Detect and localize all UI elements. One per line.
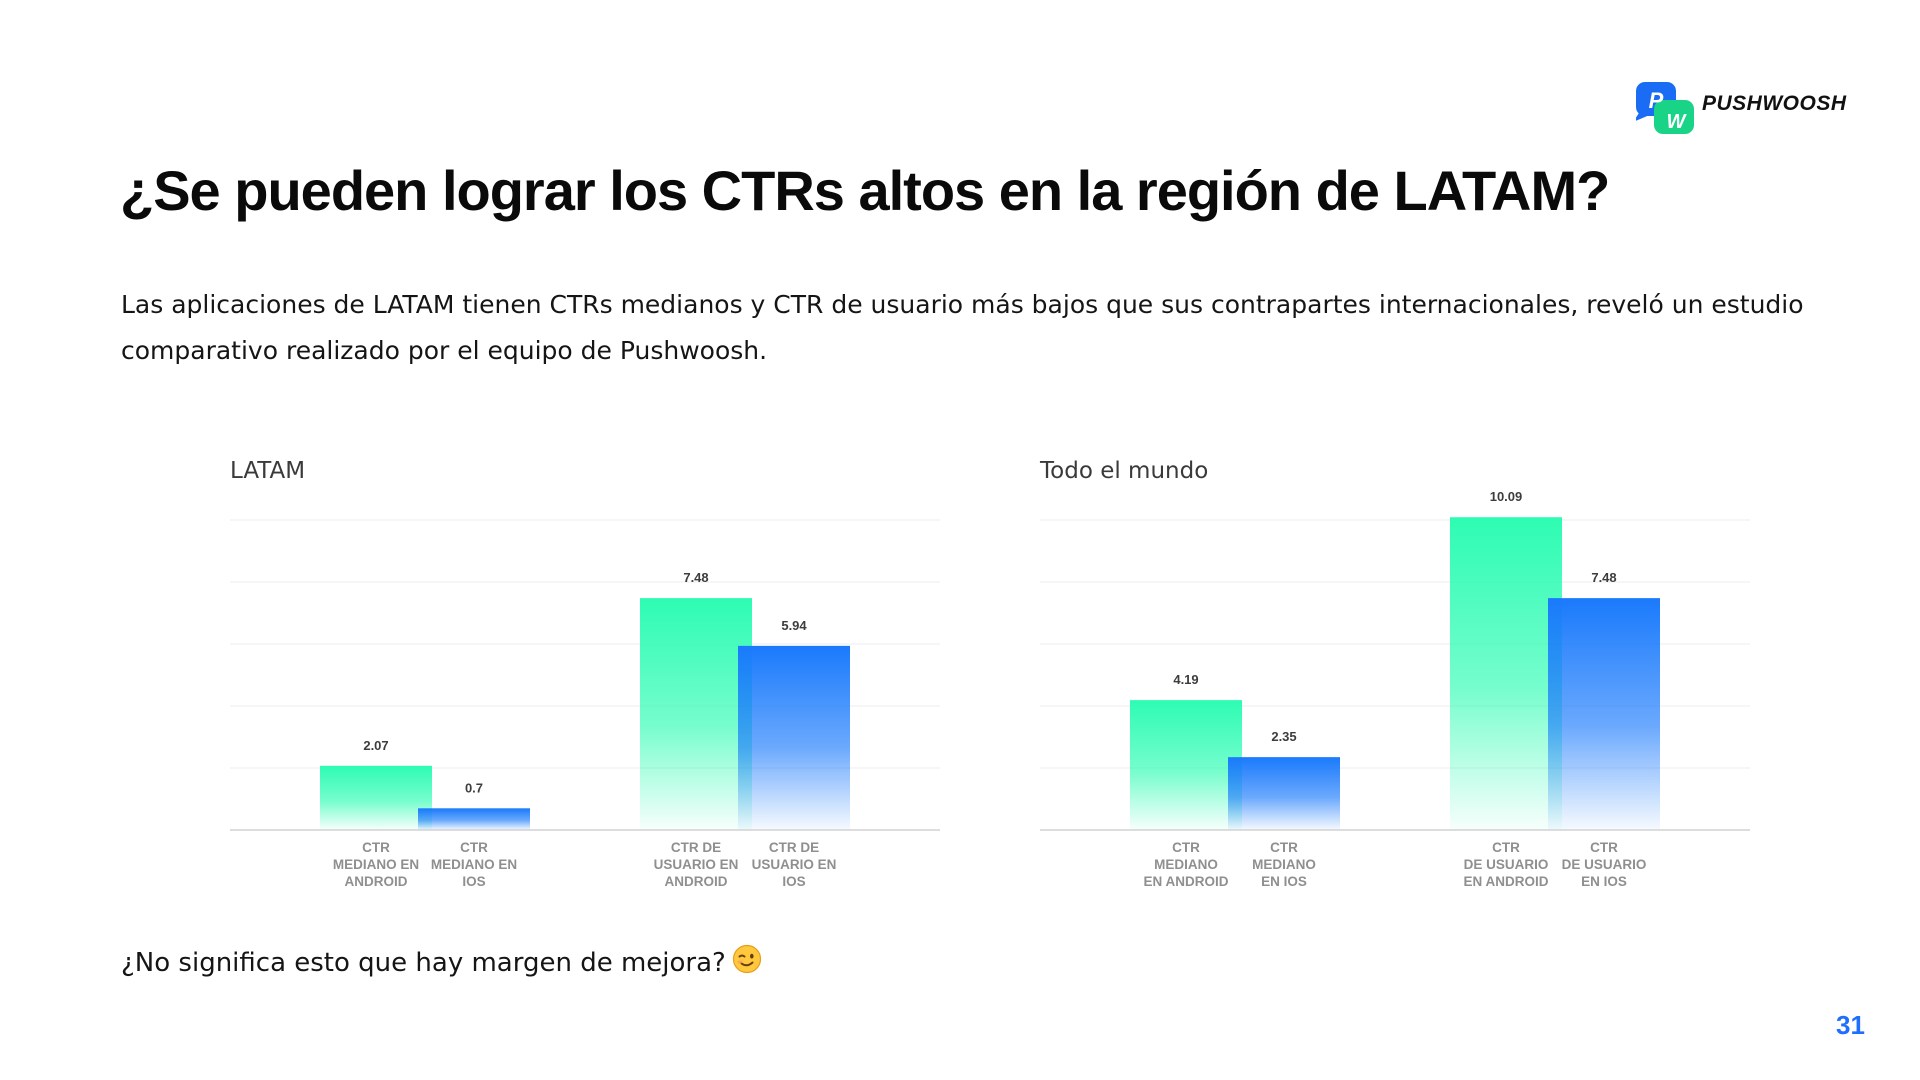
category-tick-label: CTR MEDIANO EN IOS [1252, 840, 1316, 889]
bar-android [640, 598, 752, 830]
category-tick-label: CTR DE USUARIO EN ANDROID [1463, 840, 1548, 889]
chart-title: Todo el mundo [1040, 458, 1209, 484]
chart-title: LATAM [230, 458, 306, 484]
bar-value-label: 0.7 [465, 780, 483, 795]
bar-ios [1548, 598, 1660, 830]
logo-w-bubble [1654, 100, 1694, 134]
bar-value-label: 2.07 [363, 738, 388, 753]
latam-chart: LATAM 2.07 CTR MEDIANO EN ANDROID 0.7 CTR MEDI… [230, 440, 940, 900]
closing-question: ¿No significa esto que hay margen de mej… [121, 944, 762, 978]
closing-text: ¿No significa esto que hay margen de mej… [121, 948, 726, 978]
bar-ios [418, 808, 530, 830]
category-tick-label: CTR MEDIANO EN IOS [431, 840, 517, 889]
page-number: 31 [1836, 1010, 1865, 1040]
bar-android [1450, 517, 1562, 830]
category-tick-label: CTR MEDIANO EN ANDROID [1143, 840, 1228, 889]
bar-android [320, 765, 432, 830]
bar-ios [1228, 757, 1340, 830]
bar-value-label: 4.19 [1173, 672, 1198, 687]
category-tick-label: CTR MEDIANO EN ANDROID [333, 840, 419, 889]
category-tick-label: CTR DE USUARIO EN IOS [1562, 840, 1647, 889]
bar-value-label: 7.48 [683, 570, 708, 585]
latam-chart-svg: 2.07 CTR MEDIANO EN ANDROID 0.7 CTR MEDIANO EN… [230, 519, 940, 889]
winking-face-icon [732, 944, 761, 974]
pushwoosh-logo: P W [1636, 82, 1694, 134]
bar-android [1130, 700, 1242, 830]
bar-value-label: 7.48 [1591, 570, 1616, 585]
bar-value-label: 5.94 [781, 618, 807, 633]
logo-letter-w: W [1667, 111, 1688, 133]
bar-value-label: 2.35 [1271, 729, 1296, 744]
bar-value-label: 10.09 [1490, 489, 1523, 504]
slide-title: ¿Se pueden lograr los CTRs altos en la r… [120, 159, 1610, 222]
brand-name: PUSHWOOSH [1702, 92, 1847, 115]
logo-letter-p: P [1649, 88, 1664, 113]
category-tick-label: CTR DE USUARIO EN ANDROID [654, 840, 739, 889]
bar-ios [738, 645, 850, 830]
intro-paragraph: Las aplicaciones de LATAM tienen CTRs me… [121, 290, 1804, 365]
world-chart-svg: 4.19 CTR MEDIANO EN ANDROID 2.35 CTR MEDIANO EN… [1040, 489, 1750, 889]
category-tick-label: CTR DE USUARIO EN IOS [752, 840, 837, 889]
world-chart: Todo el mundo 4.19 CTR MEDIANO EN ANDROID 2.… [1040, 440, 1750, 900]
